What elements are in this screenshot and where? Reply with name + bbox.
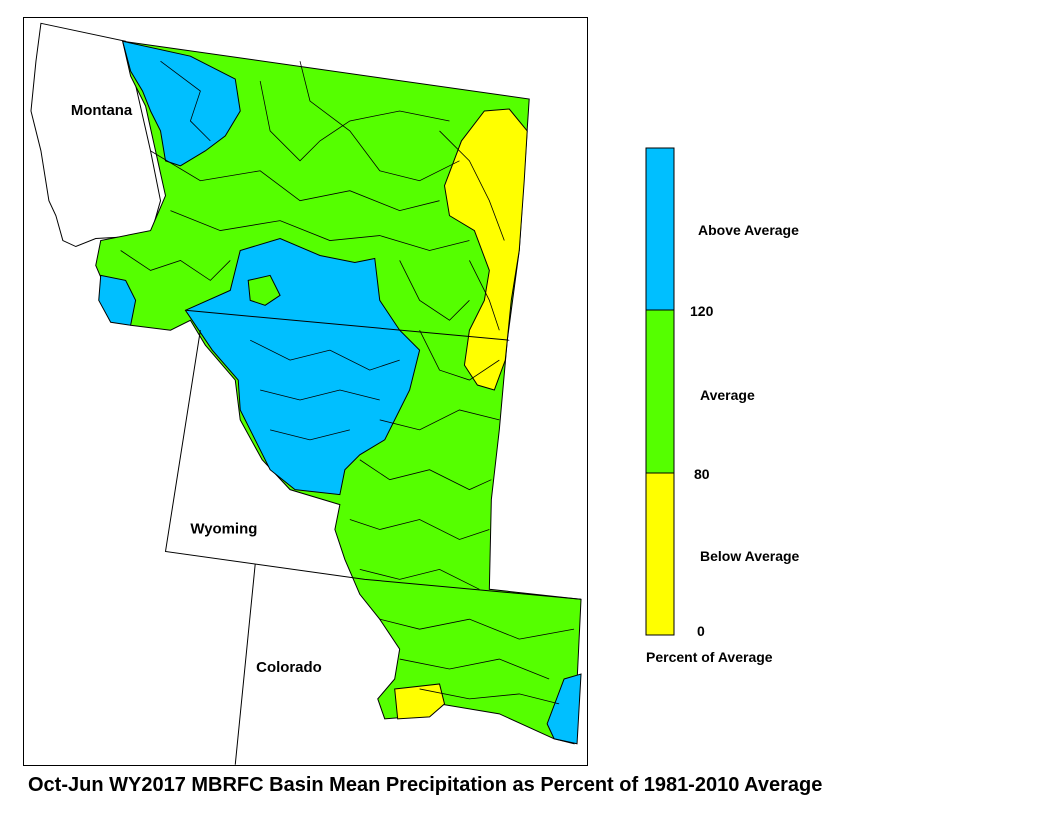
basin-boundaries xyxy=(120,60,575,705)
legend-tick-0: 0 xyxy=(697,623,705,639)
basin-region-above-central xyxy=(184,238,421,496)
basin-region-above-west xyxy=(98,274,137,326)
legend-swatch-above xyxy=(645,147,675,311)
legend-label-average: Average xyxy=(700,387,755,403)
legend-title: Percent of Average xyxy=(646,649,773,665)
legend-tick-80: 80 xyxy=(694,466,710,482)
state-borders xyxy=(164,309,582,765)
legend-label-below: Below Average xyxy=(700,548,800,564)
state-label-wyoming: Wyoming xyxy=(190,520,257,537)
basin-region-above-nw xyxy=(121,40,241,167)
map-title: Oct-Jun WY2017 MBRFC Basin Mean Precipit… xyxy=(28,774,823,796)
map-frame: Montana Wyoming Colorado xyxy=(23,17,588,766)
legend-swatch-below xyxy=(645,472,675,636)
legend-tick-120: 120 xyxy=(690,303,714,319)
legend-label-above: Above Average xyxy=(698,222,799,238)
state-label-montana: Montana xyxy=(71,102,133,119)
basin-map: Montana Wyoming Colorado xyxy=(30,22,582,765)
basin-region-above-se xyxy=(546,673,582,745)
montana-west-outline xyxy=(30,22,162,248)
basin-region-average-inset xyxy=(247,274,281,306)
basin-region-below-south xyxy=(394,683,446,720)
state-label-colorado: Colorado xyxy=(256,659,322,676)
legend: Above Average Average Below Average 120 … xyxy=(645,147,800,665)
legend-swatch-average xyxy=(645,309,675,474)
basin-region-below-east xyxy=(443,108,528,391)
